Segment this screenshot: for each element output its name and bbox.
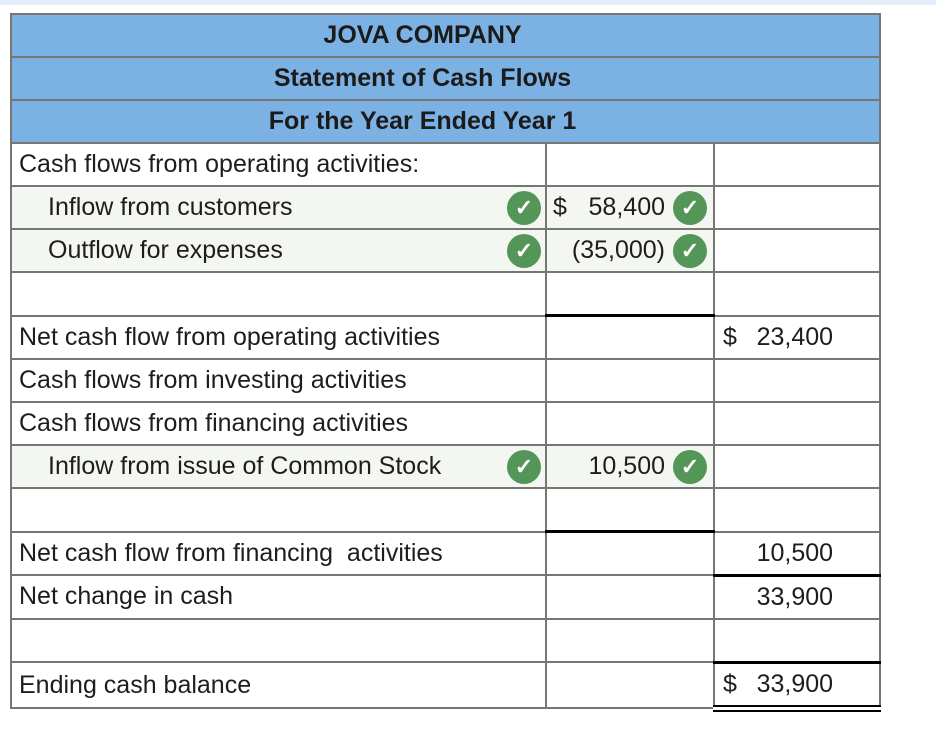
table-row-blank: [10, 271, 882, 317]
amount-cell: [545, 271, 715, 317]
row-label: Net cash flow from financing activities: [19, 538, 443, 567]
amount-value: 10,500: [588, 452, 665, 480]
row-label: Outflow for expenses: [48, 236, 283, 264]
total-cell: [712, 185, 882, 230]
statement-period: For the Year Ended Year 1: [9, 99, 882, 144]
correct-check-icon: ✓: [673, 190, 707, 225]
table-row: Cash flows from operating activities:: [10, 142, 882, 187]
total-cell: [712, 228, 882, 273]
total-cell: [712, 487, 882, 533]
answer-label-cell[interactable]: Inflow from customers ✓: [10, 185, 547, 230]
amount-value: 58,400: [588, 193, 665, 221]
company-name: JOVA COMPANY: [9, 13, 882, 58]
correct-check-icon: ✓: [507, 233, 541, 268]
header-row-company: JOVA COMPANY: [9, 13, 882, 58]
total-cell: [712, 617, 882, 663]
table-row: Net cash flow from financing activities …: [10, 530, 882, 577]
correct-check-icon: ✓: [673, 449, 707, 484]
table-row-blank: [10, 487, 882, 533]
table-row: Net cash flow from operating activities …: [10, 314, 882, 360]
cash-flow-statement: JOVA COMPANY Statement of Cash Flows For…: [9, 13, 882, 712]
amount-value: 10,500: [756, 538, 834, 567]
amount-cell: [545, 661, 715, 709]
answer-amount-cell[interactable]: 10,500 ✓: [545, 444, 715, 489]
amount-cell: [545, 401, 715, 446]
row-label: Inflow from customers: [48, 193, 293, 221]
total-cell: 33,900: [712, 573, 882, 620]
row-label-cell: Cash flows from investing activities: [10, 358, 547, 403]
correct-check-icon: ✓: [673, 233, 707, 268]
row-label-cell: [10, 271, 547, 317]
row-label: Cash flows from financing activities: [19, 409, 409, 437]
total-cell: [712, 271, 882, 317]
amount-value: 33,900: [756, 669, 834, 698]
row-label-cell: [10, 617, 547, 663]
total-cell: [712, 401, 882, 446]
header-row-period: For the Year Ended Year 1: [9, 99, 882, 144]
table-row-blank: [10, 617, 882, 663]
dollar-sign: $: [553, 193, 567, 221]
dollar-sign: $: [723, 669, 737, 698]
amount-cell: [545, 142, 715, 187]
total-cell: 10,500: [712, 530, 882, 577]
total-cell: [712, 358, 882, 403]
row-label: Inflow from issue of Common Stock: [48, 452, 442, 480]
table-row: Ending cash balance $ 33,900: [10, 660, 882, 712]
amount-cell: [545, 314, 715, 360]
amount-cell: [545, 530, 715, 576]
amount-value: (35,000): [571, 236, 665, 264]
table-row: Inflow from issue of Common Stock ✓ 10,5…: [10, 444, 882, 489]
header-row-title: Statement of Cash Flows: [9, 56, 882, 101]
answer-amount-cell[interactable]: $ 58,400 ✓: [545, 185, 715, 230]
row-label: Cash flows from investing activities: [19, 366, 407, 394]
answer-label-cell[interactable]: Inflow from issue of Common Stock ✓: [10, 444, 547, 489]
amount-cell: [545, 617, 715, 663]
dollar-sign: $: [723, 322, 737, 351]
top-divider-strip: [0, 0, 936, 5]
answer-amount-cell[interactable]: (35,000) ✓: [545, 228, 715, 273]
total-cell: $ 23,400: [712, 314, 882, 360]
row-label-cell: Net cash flow from financing activities: [10, 530, 547, 576]
table-row: Outflow for expenses ✓ (35,000) ✓: [10, 228, 882, 273]
row-label: Net cash flow from operating activities: [19, 322, 441, 351]
row-label: Net change in cash: [19, 582, 234, 611]
row-label-cell: Net cash flow from operating activities: [10, 314, 547, 360]
table-row: Inflow from customers ✓ $ 58,400 ✓: [10, 185, 882, 230]
amount-cell: [545, 574, 715, 620]
amount-cell: [545, 487, 715, 533]
total-cell: [712, 142, 882, 187]
table-row: Cash flows from financing activities: [10, 401, 882, 446]
row-label: Ending cash balance: [19, 670, 252, 699]
row-label-cell: Net change in cash: [10, 574, 547, 620]
amount-value: 33,900: [756, 582, 834, 611]
row-label-cell: [10, 487, 547, 533]
table-row: Net change in cash 33,900: [10, 573, 882, 620]
statement-table: JOVA COMPANY Statement of Cash Flows For…: [9, 13, 882, 712]
correct-check-icon: ✓: [507, 190, 541, 225]
row-label-cell: Ending cash balance: [10, 661, 547, 709]
total-cell: [712, 444, 882, 489]
row-label-cell: Cash flows from operating activities:: [10, 142, 547, 187]
row-label-cell: Cash flows from financing activities: [10, 401, 547, 446]
amount-value: 23,400: [756, 322, 834, 351]
answer-label-cell[interactable]: Outflow for expenses ✓: [10, 228, 547, 273]
amount-cell: [545, 358, 715, 403]
correct-check-icon: ✓: [507, 449, 541, 484]
row-label: Cash flows from operating activities:: [19, 150, 420, 178]
table-row: Cash flows from investing activities: [10, 358, 882, 403]
total-cell: $ 33,900: [712, 660, 882, 712]
statement-title: Statement of Cash Flows: [9, 56, 882, 101]
